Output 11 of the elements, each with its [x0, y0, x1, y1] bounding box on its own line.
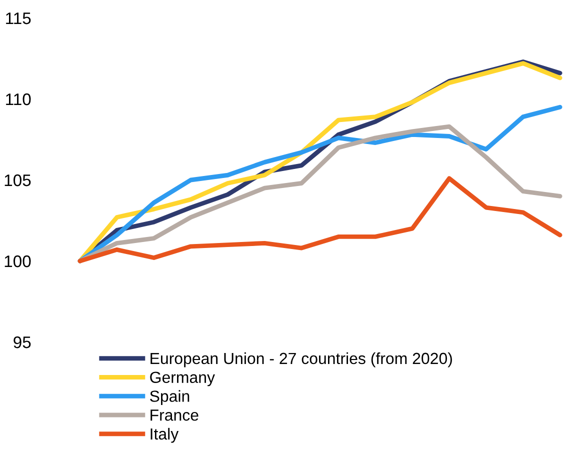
legend-label: Germany [150, 372, 215, 386]
legend-label: Italy [150, 428, 179, 443]
legend-label: Spain [150, 390, 190, 406]
y-tick-label: 105 [4, 174, 31, 186]
legend-label: European Union - 27 countries (from 2020) [150, 352, 452, 368]
y-tick-label: 100 [4, 255, 31, 268]
y-tick-label: 110 [6, 93, 31, 106]
y-tick-label: 115 [6, 12, 31, 24]
line-series [78, 176, 562, 264]
y-tick-label: 95 [14, 336, 31, 348]
legend-label: France [150, 410, 198, 421]
